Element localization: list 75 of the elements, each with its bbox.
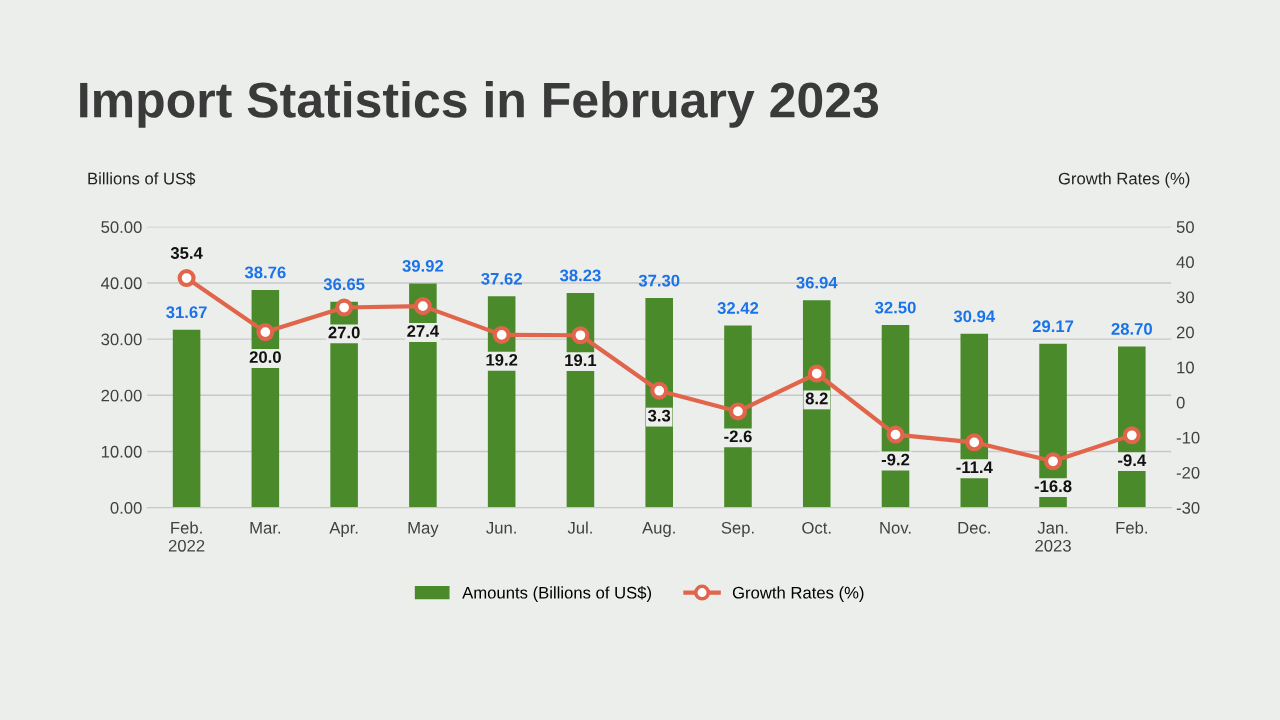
- data-label: 19.2: [486, 353, 518, 366]
- x-tick-label: Nov.: [880, 522, 911, 534]
- data-label: 27.0: [328, 326, 360, 339]
- y2-tick-label: 0: [1176, 396, 1185, 409]
- x-tick-label: Jul.: [567, 521, 592, 534]
- data-label: 3.3: [648, 409, 671, 422]
- data-label: 28.70: [1111, 322, 1152, 335]
- y2-tick-label: -20: [1176, 466, 1200, 479]
- x-tick-label: Oct.: [802, 521, 831, 534]
- point: [1122, 426, 1141, 445]
- x-tick-label: Dec.: [958, 522, 990, 534]
- x-tick-label: Apr.: [329, 522, 358, 538]
- y-axis-title: Billions of US$: [88, 171, 196, 186]
- data-label: 35.4: [170, 247, 203, 259]
- legend-label: Growth Rates (%): [732, 586, 864, 602]
- data-label: -16.8: [1034, 480, 1072, 493]
- y-tick-label: 0.00: [110, 502, 142, 514]
- point: [177, 269, 196, 288]
- data-label: -2.6: [724, 430, 752, 443]
- data-label: 30.94: [953, 310, 996, 323]
- y2-tick-label: -30: [1176, 502, 1200, 514]
- y2-tick-label: 30: [1176, 291, 1194, 304]
- point: [1044, 452, 1063, 471]
- x-tick-label: Aug.: [642, 522, 675, 538]
- y2-axis-title: Growth Rates (%): [1058, 172, 1190, 188]
- data-label: -9.4: [1118, 454, 1147, 467]
- data-label: 37.62: [481, 272, 522, 285]
- x-tick-label: Feb. 2022: [168, 521, 205, 552]
- point: [807, 364, 826, 383]
- data-label: 29.17: [1032, 320, 1074, 333]
- point: [650, 381, 669, 400]
- y-tick-label: 10.00: [101, 445, 142, 458]
- data-label: 20.0: [249, 351, 281, 363]
- data-label: 27.4: [407, 325, 440, 337]
- point: [492, 325, 511, 344]
- y-tick-label: 20.00: [101, 389, 142, 402]
- data-label: 38.23: [559, 269, 601, 282]
- point: [256, 323, 275, 342]
- data-label: 38.76: [244, 266, 286, 279]
- data-label: 32.42: [717, 302, 759, 314]
- y-tick-label: 50.00: [101, 221, 142, 233]
- data-label: -9.2: [881, 453, 910, 466]
- point: [413, 297, 432, 316]
- data-label: 19.1: [565, 354, 597, 367]
- point: [571, 326, 590, 345]
- data-label: 31.67: [166, 306, 207, 319]
- x-tick-label: Sep.: [721, 521, 754, 538]
- y-tick-label: 40.00: [101, 277, 142, 290]
- y-tick-label: 30.00: [101, 333, 142, 346]
- point: [335, 298, 354, 317]
- y2-tick-label: 10: [1177, 361, 1194, 374]
- data-label: 32.50: [875, 301, 916, 314]
- x-tick-label: Mar.: [250, 522, 281, 534]
- y2-tick-label: 20: [1176, 326, 1194, 339]
- legend-label: Amounts (Billions of US$): [462, 586, 652, 602]
- data-label: 36.65: [323, 278, 365, 291]
- y2-tick-label: -10: [1176, 431, 1200, 444]
- data-label: 37.30: [638, 274, 680, 287]
- bar: [172, 329, 201, 508]
- y2-tick-label: 40: [1176, 256, 1194, 269]
- data-label: 8.2: [805, 392, 828, 405]
- point: [965, 433, 984, 452]
- x-tick-label: Jun.: [486, 522, 516, 534]
- y2-tick-label: 50: [1176, 221, 1194, 233]
- point: [728, 402, 747, 421]
- bar: [802, 300, 831, 508]
- x-tick-label: May: [408, 522, 439, 538]
- data-label: 36.94: [796, 276, 838, 289]
- data-label: 39.92: [402, 259, 444, 272]
- x-tick-label: Feb.: [1116, 521, 1147, 534]
- point: [886, 425, 905, 444]
- chart-title: Import Statistics in February 2023: [80, 81, 879, 128]
- x-tick-label: Jan. 2023: [1035, 522, 1071, 552]
- data-label: -11.4: [956, 461, 993, 474]
- bar: [645, 298, 673, 508]
